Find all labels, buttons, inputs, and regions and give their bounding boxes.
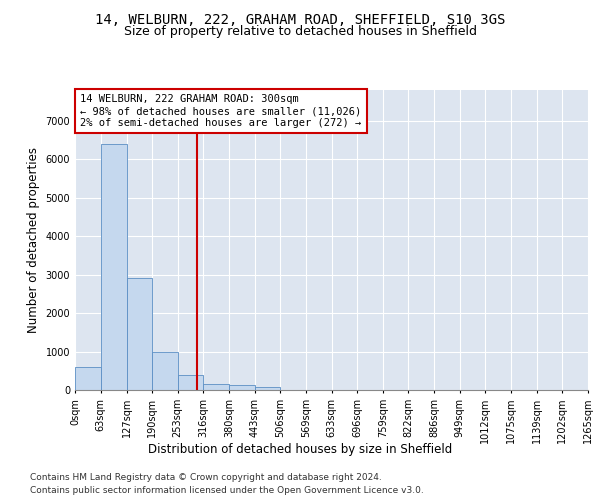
Text: Contains HM Land Registry data © Crown copyright and database right 2024.: Contains HM Land Registry data © Crown c… [30, 472, 382, 482]
Bar [152, 352, 178, 390]
Bar [254, 387, 280, 390]
Y-axis label: Number of detached properties: Number of detached properties [27, 147, 40, 333]
Text: Distribution of detached houses by size in Sheffield: Distribution of detached houses by size … [148, 442, 452, 456]
Bar [229, 386, 254, 390]
Text: 14 WELBURN, 222 GRAHAM ROAD: 300sqm
← 98% of detached houses are smaller (11,026: 14 WELBURN, 222 GRAHAM ROAD: 300sqm ← 98… [80, 94, 361, 128]
Text: 14, WELBURN, 222, GRAHAM ROAD, SHEFFIELD, S10 3GS: 14, WELBURN, 222, GRAHAM ROAD, SHEFFIELD… [95, 12, 505, 26]
Bar [178, 376, 203, 390]
Bar [101, 144, 127, 390]
Text: Size of property relative to detached houses in Sheffield: Size of property relative to detached ho… [124, 25, 476, 38]
Text: Contains public sector information licensed under the Open Government Licence v3: Contains public sector information licen… [30, 486, 424, 495]
Bar [203, 384, 229, 390]
Bar [127, 278, 152, 390]
Bar [75, 367, 101, 390]
